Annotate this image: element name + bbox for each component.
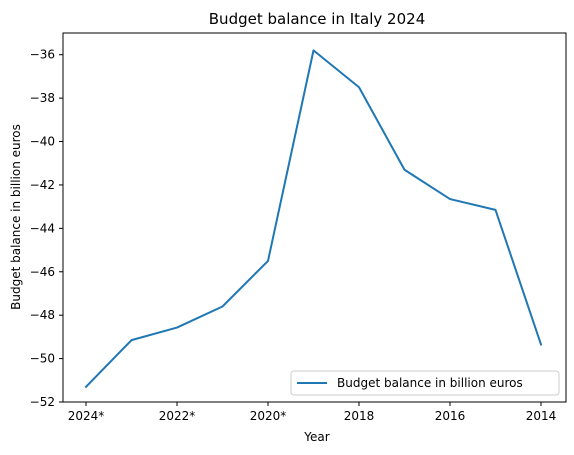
x-tick-label: 2020* (250, 409, 287, 423)
x-axis-label: Year (303, 430, 329, 444)
y-tick-label: −42 (30, 178, 55, 192)
y-tick-label: −38 (30, 91, 55, 105)
plot-area (62, 32, 567, 403)
chart-title: Budget balance in Italy 2024 (209, 10, 425, 28)
x-tick-label: 2014 (526, 409, 557, 423)
y-tick-label: −50 (30, 352, 55, 366)
legend-label: Budget balance in billion euros (337, 376, 523, 390)
x-tick-label: 2018 (344, 409, 375, 423)
x-tick-label: 2016 (435, 409, 466, 423)
series-layer (84, 49, 543, 389)
series-line-budget-balance (84, 49, 543, 389)
y-tick-label: −44 (30, 221, 55, 235)
y-tick-label: −48 (30, 308, 55, 322)
x-tick-label: 2024* (68, 409, 105, 423)
legend: Budget balance in billion euros (290, 370, 560, 396)
x-tick-label: 2022* (159, 409, 196, 423)
y-tick-label: −36 (30, 48, 55, 62)
legend-box (290, 370, 560, 396)
plot-frame (62, 32, 567, 403)
y-tick-label: −40 (30, 135, 55, 149)
y-axis-ticks: −52 −50 −48 −46 −44 −42 −40 −38 −36 (30, 48, 63, 409)
x-axis-ticks: 2024* 2022* 2020* 2018 2016 2014 (68, 402, 557, 423)
y-tick-label: −46 (30, 265, 55, 279)
y-axis-label: Budget balance in billion euros (9, 124, 23, 310)
y-tick-label: −52 (30, 395, 55, 409)
